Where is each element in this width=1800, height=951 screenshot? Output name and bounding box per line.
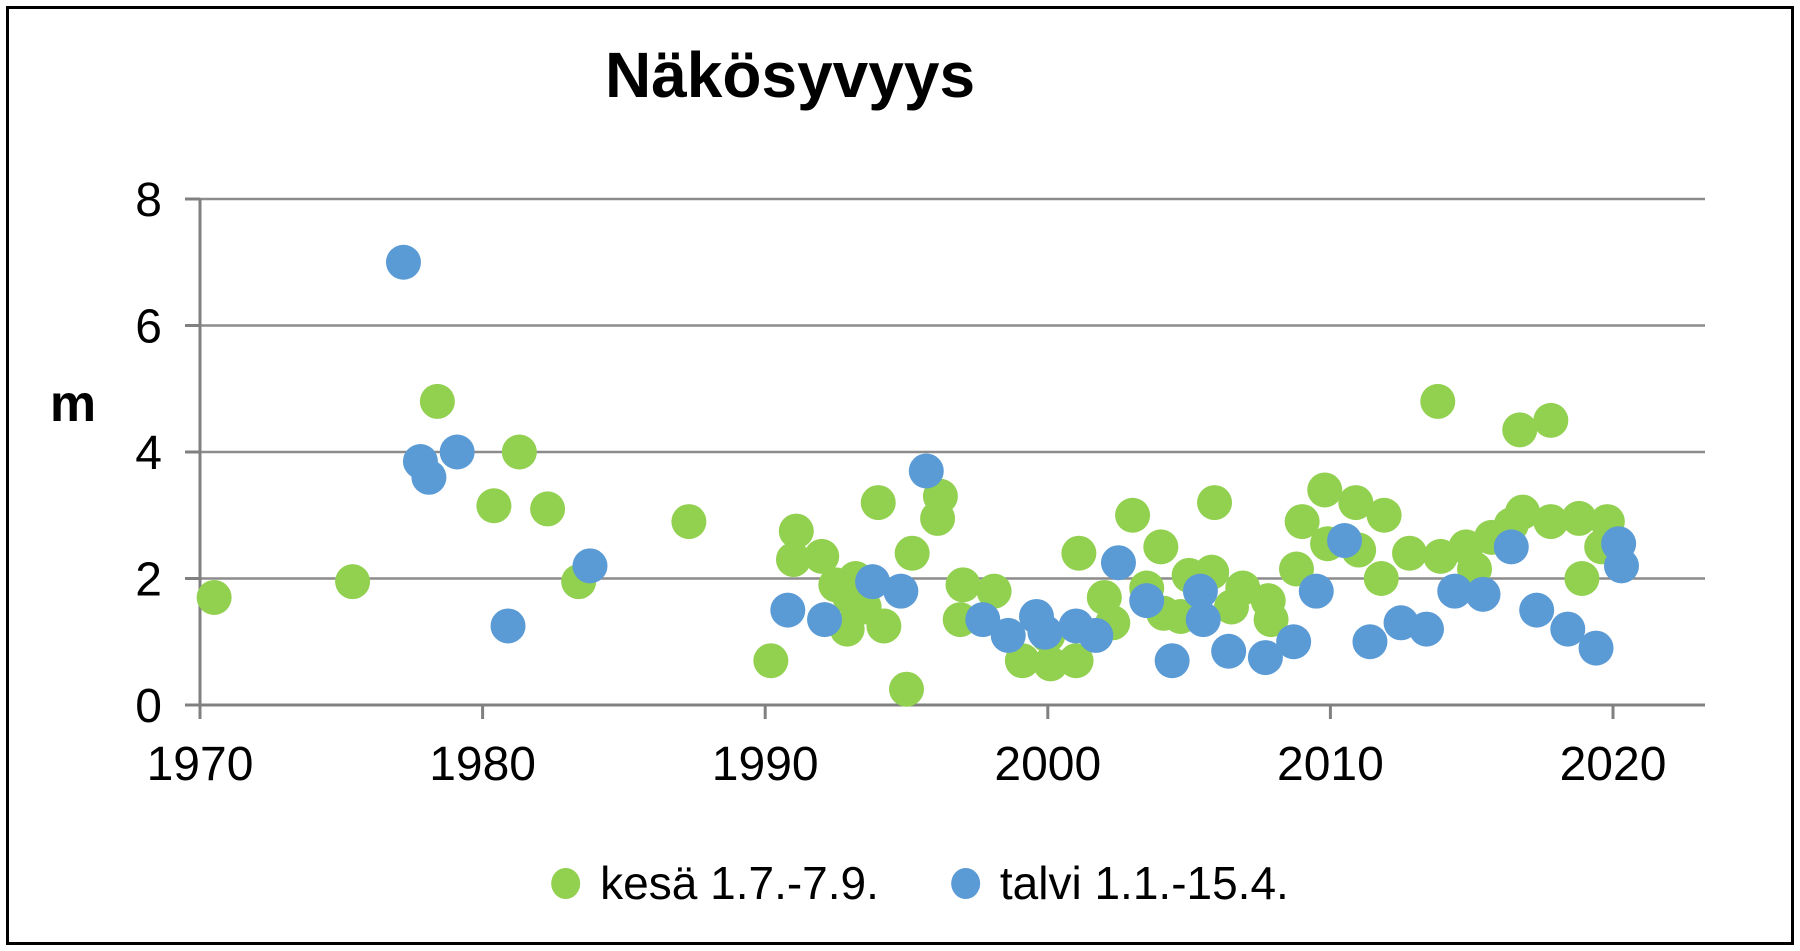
talvi-point bbox=[1027, 614, 1063, 650]
talvi-point bbox=[1078, 617, 1114, 653]
talvi-point bbox=[1129, 583, 1165, 619]
kesa-point bbox=[1061, 535, 1097, 571]
talvi-point bbox=[1603, 548, 1639, 584]
talvi-point bbox=[855, 564, 891, 600]
kesa-point bbox=[196, 579, 232, 615]
kesa-point bbox=[775, 542, 811, 578]
kesa-point bbox=[1505, 494, 1541, 530]
kesa-point bbox=[1502, 412, 1538, 448]
kesa-point bbox=[671, 504, 707, 540]
x-tick-label: 2000 bbox=[994, 738, 1101, 791]
x-tick-label: 1980 bbox=[429, 738, 536, 791]
kesa-point bbox=[476, 488, 512, 524]
kesa-point bbox=[1363, 561, 1399, 596]
kesa-point bbox=[1143, 529, 1179, 565]
talvi-point bbox=[411, 459, 447, 495]
x-tick-label: 2010 bbox=[1277, 738, 1384, 791]
kesa-point bbox=[1197, 485, 1233, 521]
x-tick-label: 1990 bbox=[712, 738, 819, 791]
legend: kesä 1.7.-7.9. talvi 1.1.-15.4. bbox=[551, 856, 1289, 910]
kesa-point bbox=[1561, 500, 1597, 536]
chart-title: Näkösyvyys bbox=[604, 39, 976, 111]
kesa-point bbox=[530, 491, 566, 527]
talvi-point bbox=[385, 244, 421, 280]
kesa-point bbox=[1392, 535, 1428, 571]
talvi-point bbox=[1100, 545, 1136, 581]
talvi-point bbox=[1578, 630, 1614, 666]
y-tick-label: 6 bbox=[135, 301, 162, 354]
kesa-point bbox=[419, 383, 455, 419]
kesa-point bbox=[1366, 497, 1402, 533]
talvi-point bbox=[1182, 573, 1218, 609]
talvi-point bbox=[572, 548, 608, 584]
kesa-point bbox=[1420, 383, 1456, 419]
talvi-point bbox=[1276, 624, 1312, 660]
kesa-point bbox=[804, 538, 840, 574]
kesa-point bbox=[778, 513, 814, 549]
kesa-point bbox=[1058, 643, 1094, 679]
kesa-point bbox=[889, 671, 924, 707]
legend-item-kesa: kesä 1.7.-7.9. bbox=[551, 856, 879, 910]
kesa-point bbox=[501, 434, 537, 470]
kesa-point bbox=[1253, 602, 1289, 638]
y-tick-label: 4 bbox=[135, 427, 162, 480]
kesa-legend-marker-icon bbox=[551, 867, 581, 899]
kesa-point bbox=[866, 608, 902, 644]
talvi-legend-label: talvi 1.1.-15.4. bbox=[999, 857, 1289, 909]
kesa-point bbox=[1307, 472, 1343, 508]
y-tick-label: 2 bbox=[135, 554, 162, 607]
kesa-point bbox=[753, 643, 789, 679]
talvi-point bbox=[1298, 573, 1334, 609]
kesa-point bbox=[1564, 561, 1600, 596]
kesa-point bbox=[1284, 504, 1320, 540]
talvi-point bbox=[770, 592, 806, 628]
x-tick-label: 2020 bbox=[1560, 738, 1667, 791]
kesa-point bbox=[894, 535, 930, 571]
talvi-point bbox=[1519, 592, 1555, 628]
kesa-point bbox=[1338, 485, 1374, 521]
talvi-point bbox=[1408, 611, 1444, 647]
talvi-point bbox=[1493, 529, 1529, 565]
talvi-point bbox=[1465, 576, 1501, 612]
talvi-point bbox=[1211, 633, 1247, 669]
kesa-point bbox=[1033, 646, 1069, 682]
x-tick-label: 1970 bbox=[147, 738, 254, 791]
talvi-point bbox=[1437, 573, 1473, 609]
talvi-point bbox=[490, 608, 526, 644]
talvi-point bbox=[1154, 643, 1190, 679]
kesa-point bbox=[1115, 497, 1151, 533]
kesa-point bbox=[945, 567, 981, 603]
talvi-point bbox=[807, 602, 843, 638]
y-tick-label: 8 bbox=[135, 174, 162, 227]
talvi-point bbox=[908, 453, 944, 489]
kesa-point bbox=[1533, 504, 1569, 540]
talvi-point bbox=[990, 617, 1026, 653]
talvi-point bbox=[965, 602, 1001, 638]
talvi-point bbox=[1550, 611, 1586, 647]
y-tick-label: 0 bbox=[135, 680, 162, 733]
kesa-point bbox=[976, 573, 1012, 609]
legend-item-talvi: talvi 1.1.-15.4. bbox=[950, 856, 1289, 910]
kesa-legend-label: kesä 1.7.-7.9. bbox=[600, 857, 879, 909]
talvi-point bbox=[883, 573, 919, 609]
kesa-point bbox=[335, 564, 371, 600]
talvi-point bbox=[439, 434, 475, 470]
talvi-legend-marker-icon bbox=[950, 867, 980, 899]
kesa-point bbox=[1533, 402, 1569, 438]
talvi-point bbox=[1185, 602, 1221, 638]
kesa-point bbox=[860, 485, 896, 521]
y-axis-unit-label: m bbox=[49, 375, 97, 433]
talvi-point bbox=[1352, 624, 1388, 660]
talvi-point bbox=[1327, 523, 1363, 559]
talvi-point bbox=[1247, 640, 1283, 676]
